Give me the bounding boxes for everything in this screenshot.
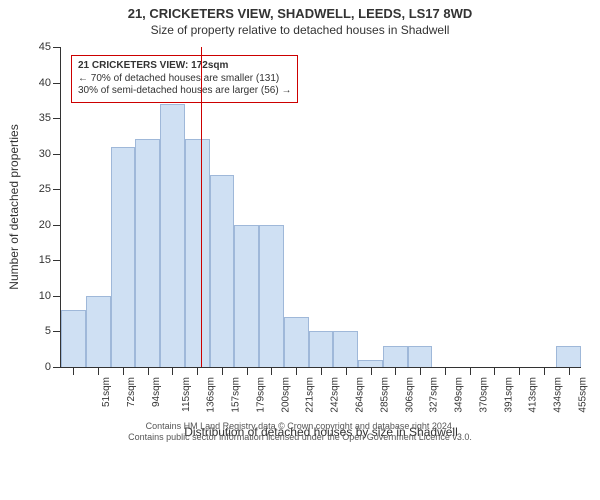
- x-tick: [569, 367, 570, 375]
- x-tick: [420, 367, 421, 375]
- x-tick-label: 391sqm: [503, 377, 514, 413]
- histogram-bar: [61, 310, 86, 367]
- histogram-bar: [111, 147, 136, 367]
- y-tick-label: 45: [39, 41, 51, 53]
- histogram-bar: [408, 346, 433, 367]
- y-tick: [53, 260, 61, 261]
- y-tick-label: 5: [45, 325, 51, 337]
- x-tick-label: 94sqm: [151, 377, 162, 407]
- x-tick: [371, 367, 372, 375]
- y-tick: [53, 47, 61, 48]
- histogram-bar: [160, 104, 185, 367]
- x-tick: [321, 367, 322, 375]
- y-tick: [53, 331, 61, 332]
- footer-line-1: Contains HM Land Registry data © Crown c…: [0, 421, 600, 432]
- histogram-bar: [259, 225, 284, 367]
- x-tick: [470, 367, 471, 375]
- x-tick-label: 136sqm: [206, 377, 217, 413]
- histogram-bar: [234, 225, 259, 367]
- x-tick: [172, 367, 173, 375]
- x-tick-label: 200sqm: [280, 377, 291, 413]
- x-tick: [197, 367, 198, 375]
- y-tick-label: 15: [39, 254, 51, 266]
- y-tick-label: 35: [39, 112, 51, 124]
- y-axis-title: Number of detached properties: [7, 124, 21, 289]
- x-tick-label: 349sqm: [454, 377, 465, 413]
- footer-attribution: Contains HM Land Registry data © Crown c…: [0, 421, 600, 444]
- y-tick: [53, 154, 61, 155]
- x-tick: [148, 367, 149, 375]
- x-tick: [98, 367, 99, 375]
- x-tick: [222, 367, 223, 375]
- x-tick-label: 264sqm: [355, 377, 366, 413]
- x-tick: [123, 367, 124, 375]
- x-tick: [271, 367, 272, 375]
- y-tick: [53, 118, 61, 119]
- footer-line-2: Contains public sector information licen…: [0, 432, 600, 443]
- y-tick: [53, 367, 61, 368]
- histogram-bar: [556, 346, 581, 367]
- x-tick-label: 306sqm: [404, 377, 415, 413]
- histogram-bar: [86, 296, 111, 367]
- x-tick: [494, 367, 495, 375]
- y-tick-label: 0: [45, 361, 51, 373]
- plot-area: 21 CRICKETERS VIEW: 172sqm← 70% of detac…: [60, 47, 581, 368]
- x-tick-label: 327sqm: [429, 377, 440, 413]
- property-marker-line: [201, 47, 202, 367]
- y-tick-label: 40: [39, 77, 51, 89]
- annotation-box: 21 CRICKETERS VIEW: 172sqm← 70% of detac…: [71, 55, 298, 103]
- x-tick-label: 115sqm: [181, 377, 192, 412]
- x-tick-label: 179sqm: [256, 377, 267, 413]
- y-tick: [53, 189, 61, 190]
- annotation-line: 30% of semi-detached houses are larger (…: [78, 85, 291, 98]
- chart-title-sub: Size of property relative to detached ho…: [0, 23, 600, 37]
- annotation-line: ← 70% of detached houses are smaller (13…: [78, 73, 291, 86]
- x-tick: [445, 367, 446, 375]
- chart-title-main: 21, CRICKETERS VIEW, SHADWELL, LEEDS, LS…: [0, 6, 600, 21]
- x-tick-label: 455sqm: [577, 377, 588, 413]
- y-tick: [53, 225, 61, 226]
- histogram-bar: [284, 317, 309, 367]
- x-tick-label: 434sqm: [553, 377, 564, 413]
- x-tick: [247, 367, 248, 375]
- x-tick-label: 413sqm: [528, 377, 539, 413]
- histogram-bar: [309, 331, 334, 367]
- histogram-bar: [333, 331, 358, 367]
- x-tick-label: 72sqm: [126, 377, 137, 407]
- annotation-line: 21 CRICKETERS VIEW: 172sqm: [78, 60, 291, 73]
- y-tick: [53, 83, 61, 84]
- x-tick: [346, 367, 347, 375]
- histogram-bar: [358, 360, 383, 367]
- x-tick-label: 51sqm: [101, 377, 112, 407]
- y-tick-label: 20: [39, 219, 51, 231]
- y-tick: [53, 296, 61, 297]
- x-tick: [73, 367, 74, 375]
- x-tick-label: 242sqm: [330, 377, 341, 413]
- x-tick-label: 221sqm: [305, 377, 316, 413]
- y-tick-label: 10: [39, 290, 51, 302]
- histogram-bar: [383, 346, 408, 367]
- x-tick: [395, 367, 396, 375]
- x-tick-label: 285sqm: [379, 377, 390, 413]
- x-tick: [519, 367, 520, 375]
- x-tick-label: 370sqm: [478, 377, 489, 413]
- x-tick: [544, 367, 545, 375]
- y-tick-label: 30: [39, 148, 51, 160]
- y-tick-label: 25: [39, 183, 51, 195]
- chart-container: Number of detached properties 21 CRICKET…: [0, 37, 600, 447]
- histogram-bar: [185, 139, 210, 367]
- x-tick-label: 157sqm: [231, 377, 242, 413]
- histogram-bar: [135, 139, 160, 367]
- histogram-bar: [210, 175, 235, 367]
- x-tick: [296, 367, 297, 375]
